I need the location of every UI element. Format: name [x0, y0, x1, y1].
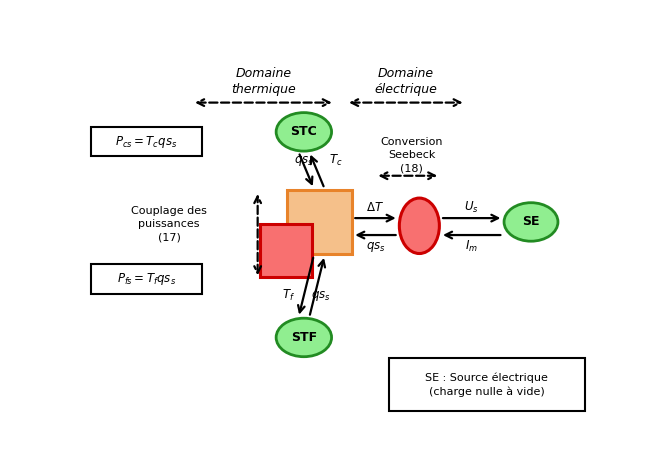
Bar: [389, 358, 585, 411]
Text: $\Delta T$: $\Delta T$: [367, 201, 385, 214]
Text: STF: STF: [291, 331, 317, 344]
Ellipse shape: [276, 113, 332, 151]
Text: Domaine
électrique: Domaine électrique: [375, 67, 438, 95]
Text: $U_s$: $U_s$: [464, 200, 479, 215]
Text: $qs_s$: $qs_s$: [365, 240, 385, 254]
Ellipse shape: [504, 203, 558, 241]
Text: Conversion
Seebeck
(18): Conversion Seebeck (18): [381, 137, 443, 173]
Bar: [91, 127, 202, 157]
Bar: [287, 189, 352, 254]
Text: $qs_s$: $qs_s$: [294, 154, 314, 168]
Text: $I_m$: $I_m$: [465, 239, 478, 254]
Text: STC: STC: [291, 125, 317, 138]
Bar: [91, 264, 202, 294]
Text: $P_{fs}=T_f qs_s$: $P_{fs}=T_f qs_s$: [117, 271, 176, 287]
Text: $qs_s$: $qs_s$: [311, 289, 330, 303]
Text: Couplage des
puissances
(17): Couplage des puissances (17): [131, 206, 207, 243]
Text: Domaine
thermique: Domaine thermique: [231, 67, 296, 95]
Ellipse shape: [399, 198, 440, 253]
Bar: [260, 224, 312, 277]
Ellipse shape: [276, 318, 332, 357]
Text: SE : Source électrique
(charge nulle à vide): SE : Source électrique (charge nulle à v…: [425, 372, 548, 397]
Text: $T_f$: $T_f$: [282, 288, 295, 304]
Text: $T_c$: $T_c$: [330, 153, 343, 168]
Text: $P_{cs}=T_c qs_s$: $P_{cs}=T_c qs_s$: [115, 134, 177, 150]
Text: SE: SE: [522, 215, 540, 228]
